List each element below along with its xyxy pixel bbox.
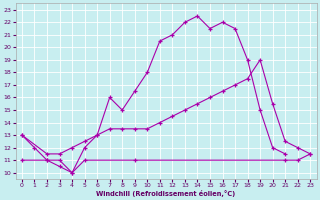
X-axis label: Windchill (Refroidissement éolien,°C): Windchill (Refroidissement éolien,°C) (96, 190, 236, 197)
